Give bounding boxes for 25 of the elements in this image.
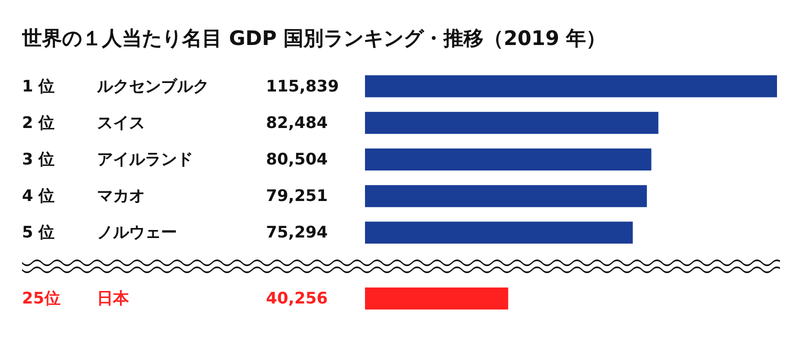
bar: [365, 148, 652, 170]
bar: [365, 288, 508, 310]
text: 25位: [22, 288, 60, 308]
y-tick-label: アイルランド: [97, 149, 193, 168]
y-tick-label: マカオ: [97, 186, 145, 206]
y-tick-label: 日本: [97, 288, 130, 308]
data-label: 82,484: [266, 112, 328, 132]
bar: [365, 185, 647, 208]
data-label: 75,294: [266, 222, 328, 242]
data-label: 80,504: [266, 149, 328, 168]
bar: [365, 75, 777, 98]
chart-title: 世界の１人当たり名目 GDP 国別ランキング・推移（2019 年）: [21, 26, 606, 50]
bar: [365, 112, 658, 134]
bar: [365, 222, 633, 244]
y-tick-label: ルクセンブルク: [96, 76, 209, 96]
text: 1 位: [22, 76, 55, 96]
data-label: 40,256: [266, 288, 328, 308]
text: 2 位: [22, 112, 55, 132]
y-tick-label: スイス: [97, 112, 145, 132]
text: 4 位: [22, 186, 55, 206]
text: 3 位: [22, 149, 55, 168]
data-label: 115,839: [266, 76, 339, 96]
data-label: 79,251: [266, 186, 328, 206]
y-tick-label: ノルウェー: [97, 222, 177, 242]
text: 5 位: [22, 222, 55, 242]
